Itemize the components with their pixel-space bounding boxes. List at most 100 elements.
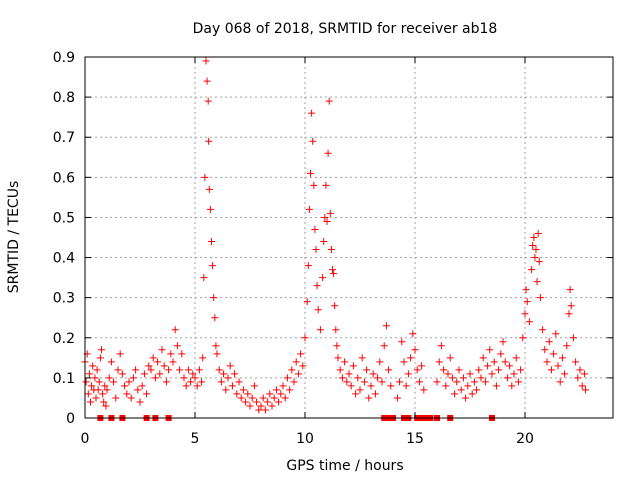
- y-tick-label: 0.7: [53, 130, 75, 146]
- data-point: [208, 238, 215, 246]
- data-point: [103, 386, 111, 394]
- data-point: [270, 394, 278, 402]
- data-point: [420, 386, 428, 394]
- data-point: [253, 398, 261, 406]
- data-point: [367, 382, 375, 390]
- data-point: [294, 370, 302, 378]
- data-point: [514, 378, 522, 386]
- data-point: [261, 406, 269, 414]
- data-point: [552, 330, 560, 338]
- data-point: [486, 346, 494, 354]
- data-point: [222, 386, 230, 394]
- data-point: [132, 366, 140, 374]
- data-point: [154, 358, 162, 366]
- data-points: [81, 57, 589, 414]
- data-point: [556, 378, 564, 386]
- data-point: [411, 346, 419, 354]
- data-point: [378, 378, 386, 386]
- data-point: [268, 402, 276, 410]
- data-point: [312, 246, 320, 254]
- data-point: [205, 137, 213, 145]
- data-point: [100, 398, 108, 406]
- data-point: [107, 358, 115, 366]
- data-point: [220, 370, 228, 378]
- data-point: [402, 382, 410, 390]
- data-point: [499, 338, 507, 346]
- y-tick-label: 0.5: [53, 210, 75, 226]
- data-point: [396, 378, 404, 386]
- data-point: [101, 382, 109, 390]
- data-point: [94, 386, 102, 394]
- data-point: [547, 366, 555, 374]
- x-tick-label: 10: [296, 431, 314, 447]
- data-point: [84, 390, 92, 398]
- data-point: [468, 390, 476, 398]
- data-point: [158, 346, 166, 354]
- data-point: [173, 342, 181, 350]
- data-point: [541, 346, 549, 354]
- y-tick-label: 0.2: [53, 331, 75, 347]
- data-point: [459, 374, 467, 382]
- data-point: [501, 358, 509, 366]
- data-point: [110, 378, 118, 386]
- data-point: [180, 374, 188, 382]
- data-point: [309, 137, 317, 145]
- data-point: [231, 370, 239, 378]
- data-point: [334, 354, 342, 362]
- data-point: [286, 386, 294, 394]
- data-point: [279, 382, 287, 390]
- data-point: [305, 205, 313, 213]
- data-point: [354, 374, 362, 382]
- data-point: [503, 374, 511, 382]
- x-tick-label: 5: [191, 431, 200, 447]
- data-point: [264, 398, 272, 406]
- y-tick-label: 0.6: [53, 170, 75, 186]
- data-point: [332, 326, 340, 334]
- data-point: [327, 246, 335, 254]
- y-tick-label: 0.4: [53, 251, 75, 267]
- data-point: [525, 318, 533, 326]
- data-point: [189, 370, 197, 378]
- data-point: [257, 402, 265, 410]
- data-point: [380, 342, 388, 350]
- data-point: [457, 386, 465, 394]
- data-point: [352, 390, 360, 398]
- data-point: [442, 382, 450, 390]
- data-point: [136, 398, 144, 406]
- data-point: [143, 390, 151, 398]
- data-point: [138, 382, 146, 390]
- data-point: [521, 310, 529, 318]
- data-point: [333, 342, 341, 350]
- data-point: [314, 306, 322, 314]
- data-point: [233, 390, 241, 398]
- x-tick-label: 20: [516, 431, 534, 447]
- data-point: [400, 358, 408, 366]
- data-point: [99, 390, 107, 398]
- data-point: [470, 378, 478, 386]
- data-point: [324, 149, 332, 157]
- data-point: [554, 362, 562, 370]
- data-point: [187, 378, 195, 386]
- data-point: [125, 378, 133, 386]
- data-point: [532, 246, 540, 254]
- data-point: [347, 382, 355, 390]
- data-point: [228, 382, 236, 390]
- data-point: [246, 402, 254, 410]
- data-point: [566, 286, 574, 294]
- data-point: [105, 374, 113, 382]
- data-point: [217, 378, 225, 386]
- data-point: [363, 366, 371, 374]
- data-point: [193, 382, 201, 390]
- data-point: [89, 362, 97, 370]
- data-point: [576, 366, 584, 374]
- data-point: [292, 358, 300, 366]
- data-point: [171, 326, 179, 334]
- data-point: [528, 266, 536, 274]
- data-point: [539, 326, 547, 334]
- data-point: [473, 386, 481, 394]
- data-point: [151, 374, 159, 382]
- data-point: [235, 378, 243, 386]
- data-point: [313, 282, 321, 290]
- data-point: [198, 378, 206, 386]
- data-point: [118, 370, 126, 378]
